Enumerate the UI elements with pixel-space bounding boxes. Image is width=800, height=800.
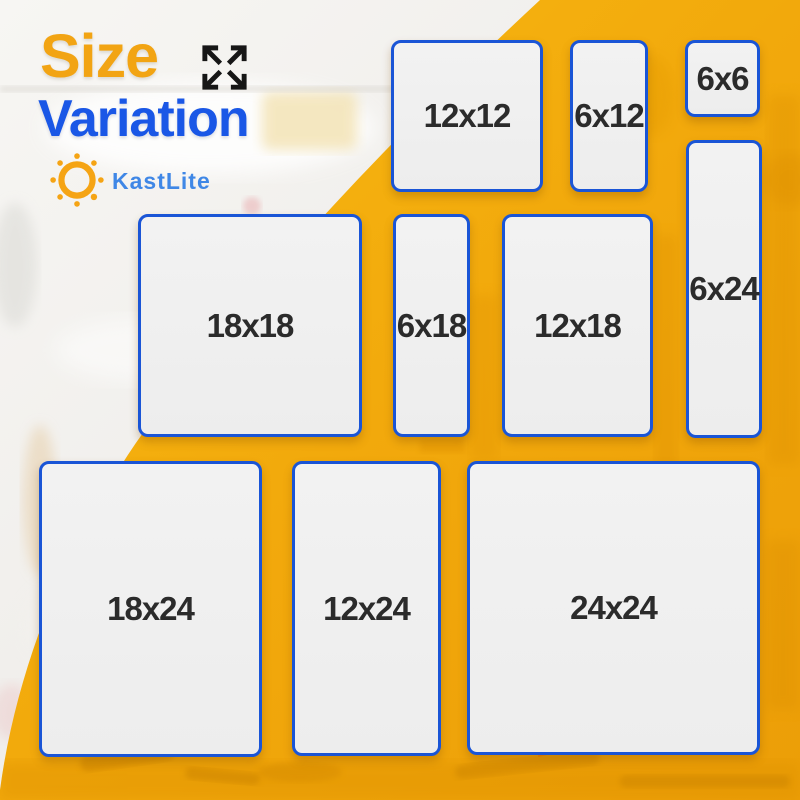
- sun-icon: [50, 153, 104, 207]
- expand-arrows-icon: [202, 45, 247, 90]
- size-label: 12x12: [423, 97, 512, 134]
- size-label: 24x24: [570, 589, 658, 626]
- size-tile-12x12: 12x12: [391, 40, 543, 192]
- size-tile-6x24: 6x24: [686, 140, 762, 438]
- size-tile-18x24: 18x24: [39, 461, 262, 757]
- size-label: 6x12: [574, 97, 644, 134]
- size-tile-24x24: 24x24: [467, 461, 760, 755]
- size-label: 18x18: [206, 306, 295, 344]
- title-variation: Variation: [38, 90, 250, 148]
- title-size: Size: [40, 22, 159, 90]
- size-tile-12x24: 12x24: [292, 461, 441, 756]
- size-label: 12x24: [323, 589, 411, 627]
- brand-name: KastLite: [112, 168, 211, 194]
- size-label: 6x6: [696, 59, 749, 97]
- size-tile-6x6: 6x6: [685, 40, 760, 117]
- size-tile-18x18: 18x18: [138, 214, 362, 437]
- size-label: 6x24: [689, 270, 759, 307]
- size-label: 18x24: [107, 590, 195, 627]
- size-tile-12x18: 12x18: [502, 214, 653, 437]
- brand-logo: KastLite: [50, 153, 310, 209]
- size-label: 6x18: [396, 306, 467, 344]
- size-label: 12x18: [534, 306, 622, 344]
- size-tile-6x12: 6x12: [570, 40, 648, 192]
- size-tile-6x18: 6x18: [393, 214, 470, 437]
